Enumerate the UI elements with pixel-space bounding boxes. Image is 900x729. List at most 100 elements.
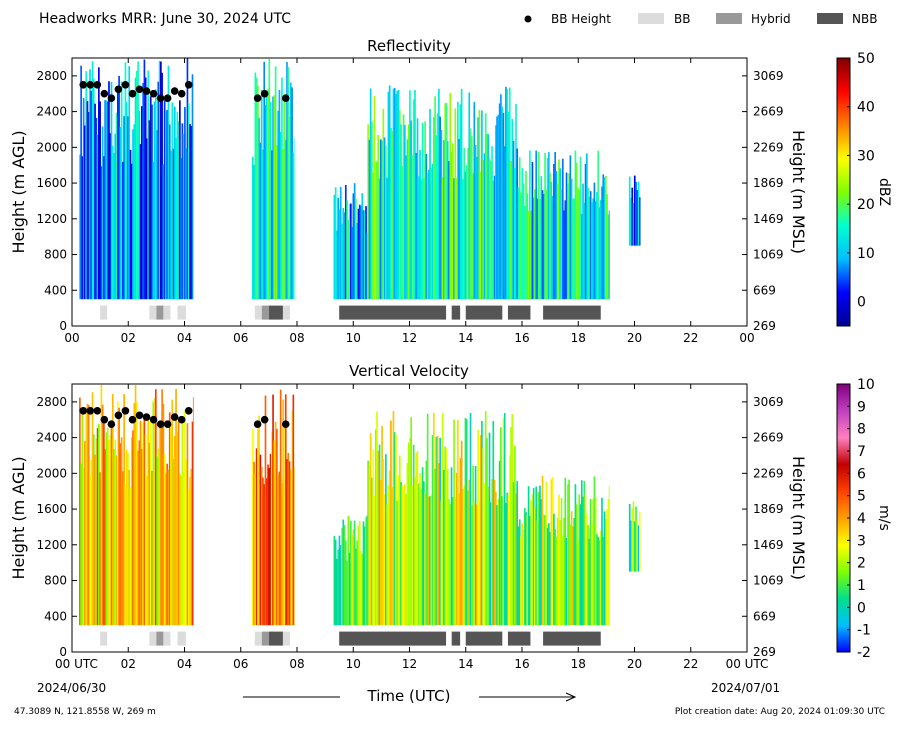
echo-column	[377, 450, 380, 626]
echo-column	[353, 183, 356, 300]
echo-column	[599, 530, 602, 626]
echo-column	[339, 186, 342, 300]
bb-type-bar	[100, 305, 108, 320]
echo-column	[478, 500, 481, 626]
echo-column	[479, 435, 482, 626]
bb-type-bar	[465, 631, 503, 646]
colorbar-tick-label: 7	[857, 444, 866, 460]
echo-column	[179, 100, 181, 300]
bb-type-bar	[543, 631, 601, 646]
bb-height-marker	[260, 89, 269, 98]
echo-column	[579, 504, 582, 626]
echo-column	[411, 485, 414, 626]
echo-column	[270, 431, 273, 626]
echo-column	[85, 406, 88, 626]
bb-type-bar	[156, 631, 164, 646]
echo-column	[91, 392, 94, 626]
echo-column	[515, 103, 517, 300]
x-tick-label: 10	[346, 657, 361, 671]
echo-column	[506, 89, 509, 300]
echo-column	[264, 395, 267, 626]
echo-column	[289, 82, 292, 300]
x-tick-label: 14	[458, 657, 473, 671]
panel-title: Vertical Velocity	[349, 362, 469, 380]
echo-column	[448, 161, 450, 300]
echo-column	[593, 182, 596, 300]
echo-column	[172, 458, 175, 626]
echo-column	[344, 540, 347, 626]
echo-column	[356, 223, 359, 300]
arrow-head-icon	[565, 692, 577, 702]
echo-column	[601, 497, 603, 626]
bb-height-marker	[163, 420, 172, 429]
echo-column	[253, 164, 255, 300]
echo-column	[147, 70, 150, 300]
echo-column	[264, 105, 267, 300]
legend-bb-swatch	[638, 13, 664, 24]
echo-column	[347, 219, 350, 300]
echo-column	[385, 145, 387, 300]
y-axis-label: Height (m AGL)	[9, 456, 28, 579]
echo-column	[190, 468, 193, 626]
echo-column	[153, 101, 156, 300]
echo-column	[511, 118, 514, 300]
echo-column	[173, 435, 176, 626]
echo-column	[156, 456, 158, 626]
echo-column	[191, 421, 194, 626]
bb-height-marker	[184, 81, 193, 89]
echo-column	[379, 480, 382, 626]
echo-column	[134, 385, 137, 626]
echo-column	[147, 419, 150, 626]
echo-column	[381, 426, 383, 626]
echo-column	[378, 178, 381, 300]
echo-column	[96, 428, 99, 626]
echo-column	[181, 123, 184, 300]
echo-column	[268, 467, 271, 626]
echo-column	[419, 473, 421, 626]
bb-height-marker	[93, 81, 102, 89]
plot-area	[79, 384, 641, 646]
echo-column	[491, 146, 493, 300]
echo-column	[529, 515, 531, 626]
echo-column	[292, 394, 295, 626]
echo-column	[386, 177, 388, 300]
echo-column	[361, 193, 364, 300]
echo-column	[343, 524, 346, 626]
echo-column	[117, 87, 119, 300]
echo-column	[443, 469, 445, 626]
echo-column	[631, 187, 634, 246]
echo-column	[365, 206, 367, 300]
echo-column	[501, 106, 503, 300]
echo-column	[544, 515, 546, 626]
echo-column	[334, 187, 337, 300]
echo-column	[550, 479, 553, 626]
echo-column	[541, 475, 544, 626]
legend-bb-height-label: BB Height	[551, 12, 611, 26]
echo-column	[560, 188, 563, 300]
echo-column	[585, 513, 588, 626]
echo-column	[636, 190, 639, 246]
echo-column	[292, 152, 295, 300]
echo-column	[160, 61, 162, 300]
echo-column	[383, 494, 386, 626]
echo-column	[259, 142, 262, 300]
echo-column	[277, 110, 279, 300]
echo-column	[580, 480, 583, 626]
y-tick-label-right: 1069	[753, 248, 784, 262]
echo-column	[190, 126, 193, 300]
echo-column	[454, 108, 457, 300]
echo-column	[386, 504, 388, 626]
echo-column	[273, 94, 276, 300]
echo-column	[463, 485, 466, 626]
echo-column	[435, 135, 438, 300]
echo-column	[555, 536, 558, 626]
echo-column	[374, 429, 377, 626]
echo-column	[450, 151, 453, 300]
echo-column	[262, 477, 264, 626]
echo-column	[92, 78, 95, 300]
echo-column	[550, 181, 553, 300]
y-tick-label-right: 3069	[753, 395, 784, 409]
echo-column	[435, 436, 438, 626]
echo-column	[441, 413, 444, 626]
